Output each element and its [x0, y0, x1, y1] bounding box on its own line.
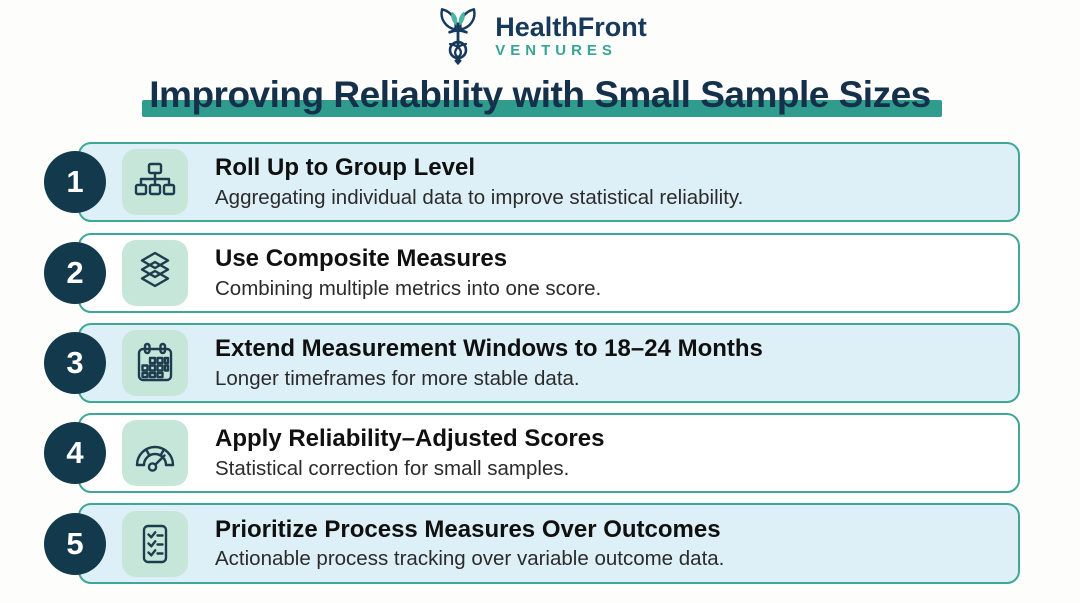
item-description: Aggregating individual data to improve s…: [215, 185, 744, 209]
checklist-icon: [142, 524, 168, 563]
item-description: Combining multiple metrics into one scor…: [215, 276, 602, 300]
item-description: Actionable process tracking over variabl…: [215, 547, 725, 571]
item-title: Use Composite Measures: [215, 244, 508, 272]
item-card: [78, 142, 1020, 222]
step-number-badge: 1: [44, 151, 106, 213]
list-item: 4 Apply Reliability–Adjusted Scores Stat…: [44, 413, 1020, 493]
item-text: Roll Up to Group Level Aggregating indiv…: [215, 154, 743, 210]
brand-header: HealthFront VENTURES: [0, 6, 1080, 66]
item-title: Roll Up to Group Level: [215, 153, 476, 181]
list-item: 2 Use Composite Measures Combining multi…: [44, 233, 1020, 313]
item-title: Extend Measurement Windows to 18–24 Mont…: [215, 334, 763, 362]
step-number-badge: 2: [44, 242, 106, 304]
brand-text: HealthFront VENTURES: [495, 13, 647, 59]
step-number-badge: 5: [44, 512, 106, 575]
step-number-badge: 3: [44, 332, 106, 394]
title-area: Improving Reliability with Small Sample …: [0, 74, 1080, 117]
item-icon-box: [122, 240, 188, 306]
item-title: Prioritize Process Measures Over Outcome…: [215, 515, 721, 543]
list-item: 5 Prioritize Process Measures Over Outco…: [44, 503, 1020, 584]
item-description: Statistical correction for small samples…: [215, 456, 570, 480]
item-icon-box: [122, 510, 188, 577]
item-card: [78, 503, 1020, 584]
plant-caduceus-icon: [440, 8, 476, 66]
page-title: Improving Reliability with Small Sample …: [142, 74, 942, 117]
page-title-text: Improving Reliability with Small Sample …: [149, 74, 931, 115]
item-icon-box: [122, 149, 188, 215]
item-icon-box: [122, 420, 188, 486]
gauge-icon: [135, 445, 175, 472]
item-text: Apply Reliability–Adjusted Scores Statis…: [215, 425, 604, 481]
item-description: Longer timeframes for more stable data.: [215, 366, 580, 390]
brand-subname: VENTURES: [495, 42, 617, 60]
item-icon-box: [122, 330, 188, 396]
item-text: Prioritize Process Measures Over Outcome…: [215, 515, 724, 571]
item-card: [78, 233, 1020, 313]
layers-icon: [140, 251, 170, 288]
item-card: [78, 323, 1020, 403]
org-chart-icon: [134, 162, 176, 196]
brand-name: HealthFront: [495, 11, 647, 42]
item-text: Use Composite Measures Combining multipl…: [215, 245, 601, 301]
item-text: Extend Measurement Windows to 18–24 Mont…: [215, 335, 763, 391]
item-card: [78, 413, 1020, 493]
calendar-icon: [137, 342, 173, 382]
item-title: Apply Reliability–Adjusted Scores: [215, 424, 605, 452]
list-item: 1 Roll Up to Group Level Aggregating ind…: [44, 142, 1020, 222]
list-item: 3 Extend Measurement Windows to 18–24 Mo…: [44, 323, 1020, 403]
step-number-badge: 4: [44, 422, 106, 484]
